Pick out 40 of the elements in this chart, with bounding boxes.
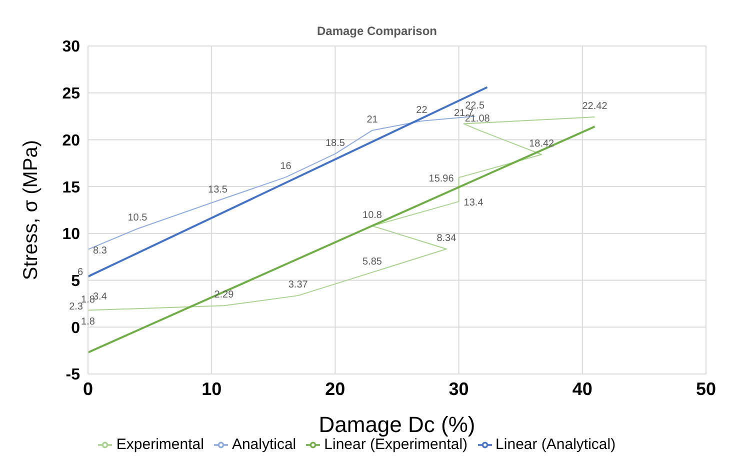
x-tick-label: 10 <box>202 378 222 399</box>
y-tick-label: 10 <box>62 226 80 244</box>
y-tick-label: -5 <box>66 366 80 384</box>
y-tick-label: 25 <box>62 86 80 103</box>
x-tick-label: 40 <box>572 378 592 399</box>
data-label: 8.3 <box>93 245 108 256</box>
x-tick-label: 50 <box>696 378 716 399</box>
data-label: 1.8 <box>81 316 96 328</box>
data-label: 2.29 <box>214 290 234 301</box>
data-label: 16 <box>280 161 292 172</box>
legend-label: Analytical <box>232 436 296 453</box>
legend-label: Linear (Analytical) <box>496 436 616 453</box>
y-axis-title: Stress, σ (MPa) <box>20 140 42 280</box>
data-label: 3.4 <box>93 291 108 302</box>
data-label: 18.42 <box>529 138 555 150</box>
data-label: 15.96 <box>428 174 454 185</box>
data-label: 22.42 <box>582 101 608 112</box>
data-label: 1.8 <box>81 294 96 306</box>
y-tick-label: 30 <box>62 38 80 56</box>
x-axis-title: Damage Dc (%) <box>318 412 476 437</box>
data-label: 2.3 <box>69 302 84 313</box>
data-label: 21.08 <box>464 114 490 125</box>
data-label: 10.5 <box>128 212 148 224</box>
data-label: 10.8 <box>362 210 382 221</box>
y-tick-label: 15 <box>62 179 80 196</box>
legend-label: Linear (Experimental) <box>324 436 468 453</box>
chart-title: Damage Comparison <box>316 23 438 38</box>
x-tick-label: 30 <box>448 378 469 399</box>
y-tick-label: 0 <box>71 320 80 337</box>
data-label: 13.5 <box>208 184 228 196</box>
data-label: 8.34 <box>436 232 457 244</box>
data-label: 3.37 <box>288 280 308 291</box>
data-label: 22 <box>416 104 428 116</box>
x-tick-label: 20 <box>325 378 346 399</box>
data-label: 5.85 <box>362 256 382 268</box>
legend-label: Experimental <box>116 436 204 453</box>
data-label: 18.5 <box>325 138 346 149</box>
data-label: 13.4 <box>464 198 484 209</box>
y-tick-label: 20 <box>62 132 80 150</box>
data-label: 21 <box>366 114 378 126</box>
